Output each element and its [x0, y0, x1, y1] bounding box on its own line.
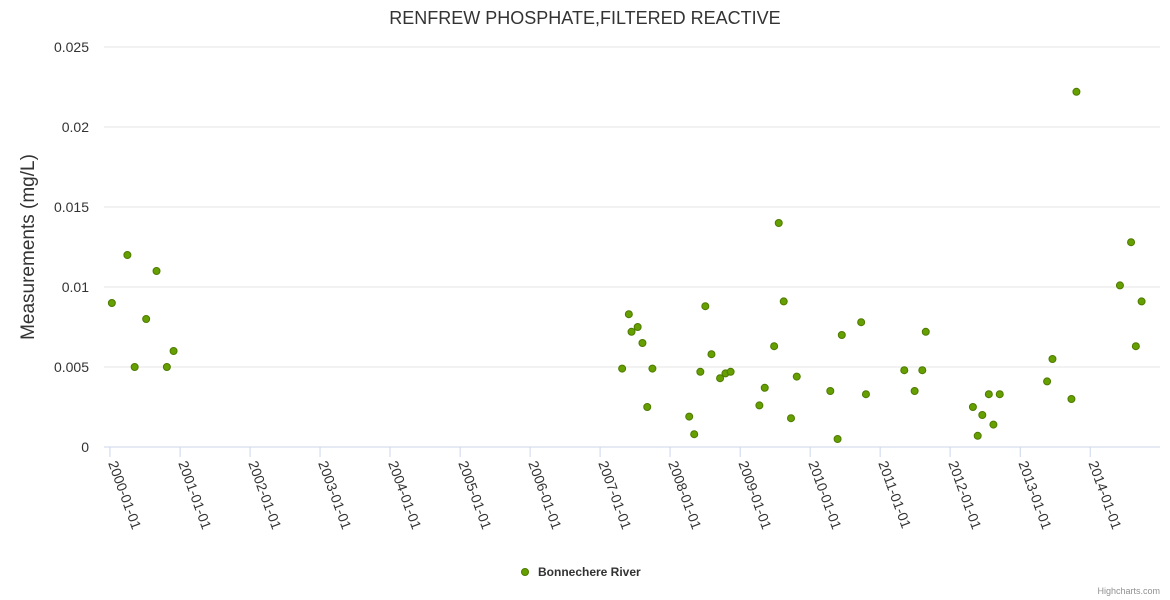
data-point[interactable] — [707, 350, 716, 359]
data-point[interactable] — [910, 387, 919, 395]
legend[interactable]: Bonnechere River — [521, 565, 642, 579]
data-point[interactable] — [995, 390, 1004, 399]
data-point[interactable] — [792, 372, 801, 381]
data-point[interactable] — [857, 318, 866, 327]
data-point[interactable] — [633, 323, 642, 331]
chart-title: RENFREW PHOSPHATE,FILTERED REACTIVE — [389, 8, 780, 28]
data-point[interactable] — [716, 374, 725, 383]
data-point[interactable] — [701, 302, 710, 311]
data-point[interactable] — [169, 347, 178, 355]
x-tick-label: 2002-01-01 — [245, 459, 285, 532]
data-point[interactable] — [1043, 377, 1052, 386]
y-axis-tick-labels: 0 0.005 0.01 0.015 0.02 0.025 — [54, 39, 89, 455]
data-point[interactable] — [861, 390, 870, 399]
data-point[interactable] — [1137, 297, 1146, 306]
x-axis: 2000-01-01 2001-01-01 2002-01-01 2003-01-01… — [104, 446, 1160, 532]
series-bonnechere-river[interactable] — [107, 87, 1146, 443]
y-tick-label: 0.005 — [54, 359, 89, 375]
data-point[interactable] — [774, 219, 783, 227]
data-point[interactable] — [107, 299, 116, 307]
data-point[interactable] — [1127, 238, 1136, 247]
data-point[interactable] — [624, 310, 633, 319]
x-tick-label: 2007-01-01 — [595, 459, 635, 532]
data-point[interactable] — [162, 363, 171, 371]
x-tick-label: 2012-01-01 — [945, 459, 985, 532]
x-tick-label: 2010-01-01 — [805, 459, 845, 532]
data-point[interactable] — [130, 363, 139, 371]
credits[interactable]: Highcharts.com — [1097, 586, 1160, 596]
data-point[interactable] — [989, 420, 998, 429]
data-point[interactable] — [921, 327, 930, 336]
x-tick-label: 2011-01-01 — [875, 459, 914, 531]
data-point[interactable] — [142, 315, 151, 323]
y-tick-label: 0.02 — [62, 119, 89, 135]
x-tick-label: 2003-01-01 — [315, 459, 355, 532]
x-tick-label: 2004-01-01 — [385, 459, 425, 532]
data-point[interactable] — [1131, 342, 1140, 351]
legend-item-label[interactable]: Bonnechere River — [538, 565, 641, 579]
data-point[interactable] — [833, 435, 842, 443]
data-point[interactable] — [760, 383, 769, 392]
data-point[interactable] — [643, 403, 652, 411]
data-point[interactable] — [726, 367, 735, 376]
data-point[interactable] — [826, 387, 835, 395]
x-tick-label: 2005-01-01 — [455, 459, 495, 532]
data-point[interactable] — [900, 366, 909, 375]
data-point[interactable] — [918, 366, 927, 375]
data-point[interactable] — [978, 411, 987, 419]
x-tick-label: 2014-01-01 — [1085, 459, 1125, 532]
data-point[interactable] — [618, 364, 627, 373]
data-point[interactable] — [837, 331, 846, 339]
data-point[interactable] — [984, 390, 993, 399]
x-tick-label: 2001-01-01 — [175, 459, 215, 532]
data-point[interactable] — [973, 431, 982, 440]
data-point[interactable] — [123, 251, 132, 259]
grid-lines — [104, 46, 1160, 368]
x-tick-label: 2008-01-01 — [665, 459, 705, 532]
y-tick-label: 0.01 — [62, 279, 89, 295]
data-point[interactable] — [779, 297, 788, 306]
data-point[interactable] — [1115, 281, 1124, 290]
y-axis-title: Measurements (mg/L) — [18, 154, 39, 340]
x-tick-label: 2000-01-01 — [105, 459, 145, 532]
y-tick-label: 0.025 — [54, 39, 89, 55]
data-point[interactable] — [685, 412, 694, 421]
x-tick-label: 2009-01-01 — [735, 459, 775, 532]
legend-marker — [521, 568, 529, 576]
data-point[interactable] — [1048, 355, 1057, 363]
y-tick-label: 0.015 — [54, 199, 89, 215]
x-tick-label: 2013-01-01 — [1015, 459, 1055, 532]
data-point[interactable] — [968, 403, 977, 411]
data-point[interactable] — [1067, 395, 1076, 403]
data-point[interactable] — [755, 401, 764, 410]
data-point[interactable] — [648, 364, 657, 373]
x-tick-label: 2006-01-01 — [525, 459, 565, 532]
data-point[interactable] — [770, 342, 779, 351]
data-point[interactable] — [696, 367, 705, 376]
data-point[interactable] — [152, 267, 161, 275]
data-point[interactable] — [1072, 87, 1081, 96]
data-point[interactable] — [787, 414, 796, 423]
data-point[interactable] — [638, 339, 647, 347]
y-tick-label: 0 — [81, 439, 89, 455]
data-point[interactable] — [690, 430, 699, 439]
data-point[interactable] — [627, 327, 636, 336]
